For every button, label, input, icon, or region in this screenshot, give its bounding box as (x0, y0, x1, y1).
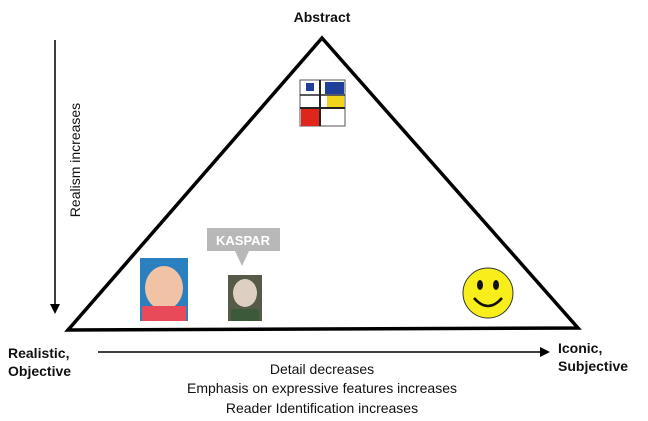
bottom-label: Reader Identification increases (226, 400, 418, 416)
callout-label: KASPAR (216, 233, 271, 248)
diagram: Abstract Realistic, Objective Iconic, Su… (0, 0, 648, 421)
apex-label: Abstract (294, 9, 351, 25)
left-label: Objective (8, 363, 71, 379)
right-label: Iconic, (558, 340, 602, 356)
kaspar-callout: KASPAR (207, 228, 280, 266)
bottom-label: Emphasis on expressive features increase… (187, 380, 457, 396)
vertical-axis-label: Realism increases (67, 103, 83, 217)
bottom-label: Detail decreases (270, 361, 374, 377)
right-label: Subjective (558, 358, 628, 374)
left-label: Realistic, (8, 345, 69, 361)
mondrian-icon (300, 80, 345, 126)
baby-photo (140, 258, 188, 321)
kaspar-photo (228, 275, 262, 321)
smiley-icon (463, 268, 513, 318)
